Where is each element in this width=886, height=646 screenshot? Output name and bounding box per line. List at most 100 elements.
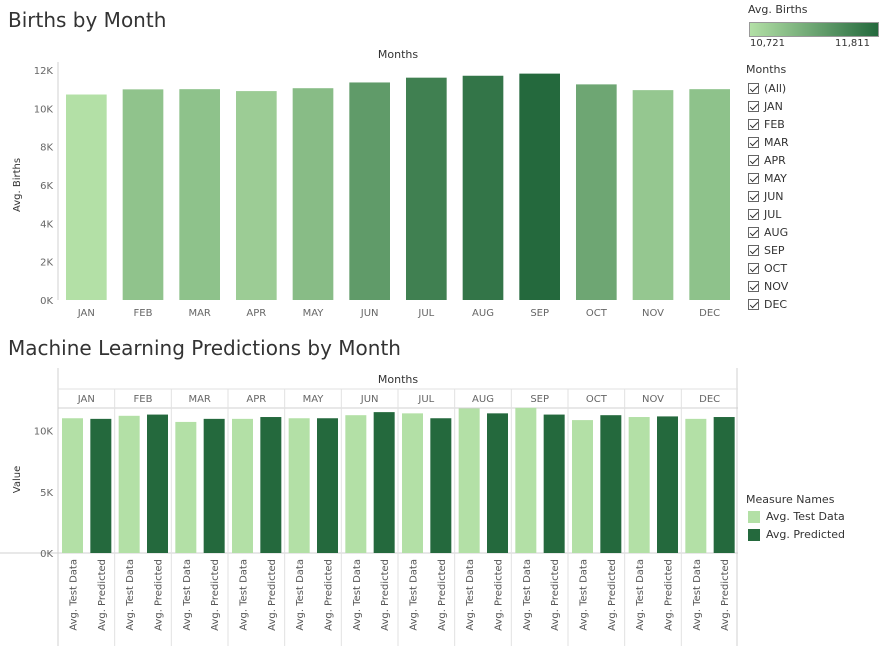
y-tick-label: 0K [40,296,53,307]
month-header-label: OCT [586,394,608,405]
bar-jan [66,94,107,301]
checkbox[interactable] [748,82,759,94]
bar-category-label: Avg. Test Data [125,559,136,631]
bar-oct-test [572,420,593,553]
x-axis-title: Months [378,373,418,386]
bar-mar [179,89,220,300]
bar-sep-test [515,407,537,553]
bar-jul-predicted [430,418,452,553]
checkbox[interactable] [748,280,759,292]
x-tick-label: AUG [472,308,494,319]
bar-may-predicted [317,418,338,553]
filter-item-label: AUG [764,225,789,239]
bar-may-test [288,418,310,553]
filter-item-all[interactable]: (All) [748,79,786,97]
bar-apr [236,91,277,300]
checkbox[interactable] [748,154,759,166]
filter-item-nov[interactable]: NOV [748,277,788,295]
month-header-label: MAR [188,394,210,405]
month-header-label: MAY [303,394,325,405]
legend-swatch-test [748,510,760,523]
bar-feb-predicted [147,414,168,553]
bar-jun [349,82,390,300]
bar-category-label: Avg. Test Data [239,559,250,631]
y-tick-label: 8K [40,143,53,154]
filter-item-dec[interactable]: DEC [748,295,787,313]
month-header-label: JUN [360,394,379,405]
color-legend-min: 10,721 [750,38,785,49]
x-tick-label: SEP [530,308,549,319]
bar-category-label: Avg. Predicted [210,559,221,631]
y-tick-label: 10K [34,427,54,438]
bar-category-label: Avg. Test Data [409,559,420,631]
y-tick-label: 4K [40,219,53,230]
bar-category-label: Avg. Predicted [607,559,618,631]
filter-item-label: APR [764,153,786,167]
month-header-label: SEP [530,394,549,405]
filter-item-aug[interactable]: AUG [748,223,788,241]
x-tick-label: JAN [77,308,95,319]
month-header-label: JUL [417,394,434,405]
bar-category-label: Avg. Predicted [550,559,561,631]
bar-feb [122,89,164,300]
filter-item-feb[interactable]: FEB [748,115,785,133]
filter-item-label: JAN [764,99,783,113]
bar-jun-predicted [373,412,395,553]
bar-category-label: Avg. Predicted [154,559,165,631]
bar-feb-test [118,415,140,553]
filter-item-may[interactable]: MAY [748,169,787,187]
filter-item-apr[interactable]: APR [748,151,786,169]
x-tick-label: APR [246,308,266,319]
filter-item-label: (All) [764,81,787,95]
checkbox[interactable] [748,208,759,220]
x-tick-label: DEC [699,308,720,319]
bar-category-label: Avg. Test Data [692,559,703,631]
checkbox[interactable] [748,118,759,130]
checkbox[interactable] [748,298,759,310]
bar-sep-predicted [543,414,565,553]
checkbox[interactable] [748,100,759,112]
month-header-label: AUG [472,394,494,405]
checkbox[interactable] [748,226,759,238]
x-axis-title: Months [378,48,418,61]
filter-item-label: OCT [764,261,788,275]
filter-item-oct[interactable]: OCT [748,259,787,277]
y-tick-label: 6K [40,181,53,192]
filter-item-jan[interactable]: JAN [748,97,783,115]
legend-label-predicted: Avg. Predicted [766,528,846,541]
y-axis-title: Value [12,466,23,493]
x-tick-label: JUL [417,308,434,319]
checkbox[interactable] [748,172,759,184]
filter-item-label: JUL [764,207,782,221]
filter-item-label: SEP [764,243,785,257]
filter-item-mar[interactable]: MAR [748,133,789,151]
checkbox[interactable] [748,244,759,256]
filter-item-jul[interactable]: JUL [748,205,781,223]
month-header-label: DEC [699,394,720,405]
month-header-label: JAN [77,394,95,405]
bar-may [292,88,334,300]
filter-item-sep[interactable]: SEP [748,241,785,259]
y-tick-label: 12K [34,66,54,77]
checkbox[interactable] [748,136,759,148]
filter-item-label: DEC [764,297,788,311]
bar-jul-test [402,413,423,553]
bar-category-label: Avg. Test Data [352,559,363,631]
filter-item-jun[interactable]: JUN [748,187,784,205]
filter-item-label: MAR [764,135,789,149]
x-tick-label: NOV [642,308,664,319]
bar-category-label: Avg. Predicted [437,559,448,631]
bar-jan-test [62,418,83,553]
legend-item-predicted: Avg. Predicted [748,528,845,541]
bar-aug-test [458,408,480,553]
x-tick-label: FEB [134,308,153,319]
chart1-title: Births by Month [8,8,167,32]
bar-category-label: Avg. Predicted [324,559,335,631]
checkbox[interactable] [748,262,759,274]
y-axis-title: Avg. Births [12,158,23,212]
checkbox[interactable] [748,190,759,202]
bar-nov [632,90,674,300]
bar-category-label: Avg. Predicted [494,559,505,631]
color-legend-gradient [749,22,879,37]
bar-category-label: Avg. Test Data [522,559,533,631]
